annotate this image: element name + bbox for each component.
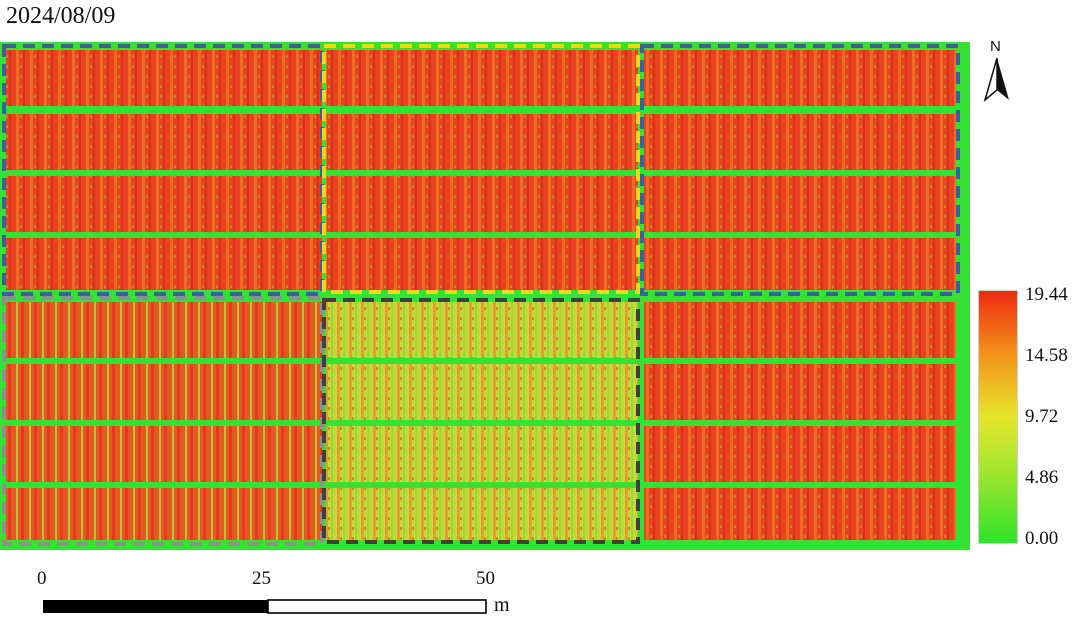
plot-row (644, 364, 956, 420)
scale-label-50: 50 (476, 568, 495, 589)
north-arrow-icon (983, 57, 1009, 103)
block-outline-blue-2 (640, 44, 960, 296)
plot-row (6, 364, 322, 420)
block-outline-yellow (322, 44, 640, 294)
plot-row (326, 176, 638, 232)
plot-row (644, 176, 956, 232)
plot-row (6, 238, 322, 290)
plot-row (326, 488, 638, 540)
plot-row (6, 426, 322, 482)
plot-row (326, 238, 638, 290)
plot-row (6, 302, 322, 358)
map-date: 2024/08/09 (6, 3, 116, 29)
plot-row (326, 114, 638, 170)
legend-tick-label: 9.72 (1025, 406, 1059, 427)
scale-label-25: 25 (252, 568, 271, 589)
legend-tick-label: 0.00 (1025, 528, 1059, 549)
scale-bar (43, 599, 487, 614)
plot-row (326, 426, 638, 482)
plot-row (326, 50, 638, 106)
plot-row (644, 238, 956, 290)
legend-tick-label: 19.44 (1025, 284, 1068, 305)
scale-label-0: 0 (37, 568, 47, 589)
legend-color-bar (978, 290, 1018, 544)
plot-row (6, 488, 322, 540)
north-label: N (990, 38, 1001, 55)
legend-tick-label: 4.86 (1025, 467, 1059, 488)
scale-segment-empty (267, 599, 487, 614)
field-map (0, 42, 970, 550)
plot-row (6, 114, 322, 170)
plot-row (644, 114, 956, 170)
plot-rows (6, 50, 956, 540)
block-outline-dark (322, 298, 640, 544)
scale-segment-filled (43, 600, 268, 613)
plot-row (644, 426, 956, 482)
plot-row (326, 302, 638, 358)
plot-row (644, 50, 956, 106)
plot-row (644, 488, 956, 540)
legend-tick-label: 14.58 (1025, 345, 1068, 366)
plot-row (326, 364, 638, 420)
scale-unit: m (494, 594, 510, 616)
plot-row (6, 50, 322, 106)
plot-row (6, 176, 322, 232)
plot-row (644, 302, 956, 358)
